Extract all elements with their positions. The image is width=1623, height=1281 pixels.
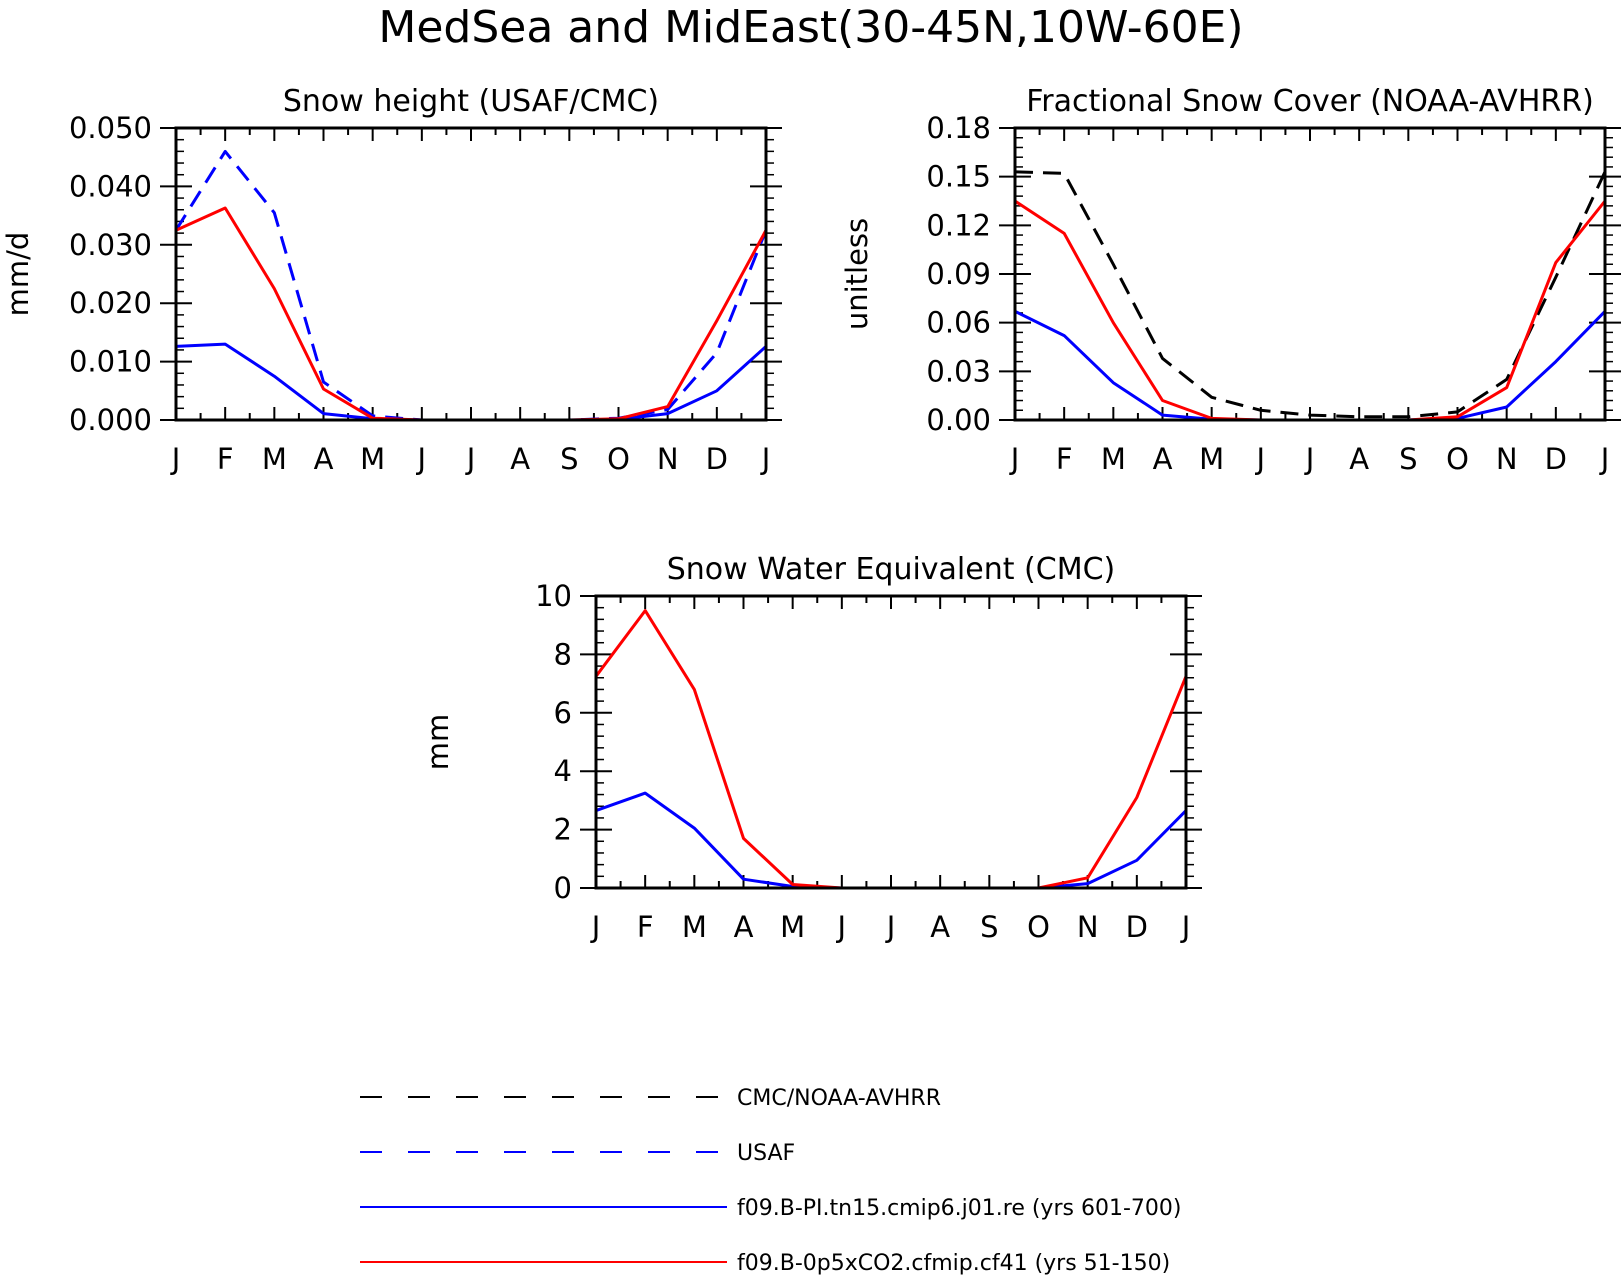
legend: CMC/NOAA-AVHRR USAF f09.B-PI.tn15.cmip6.j0… <box>360 1086 1181 1276</box>
series-line-2 <box>174 149 768 422</box>
x-tick-label: J <box>170 442 181 476</box>
y-tick-label: 0.050 <box>69 111 152 145</box>
y-tick-label: 0.030 <box>69 228 152 262</box>
x-tick-label: D <box>1126 910 1148 944</box>
x-tick-label: M <box>1101 442 1126 476</box>
plot-frame <box>594 594 1188 890</box>
x-tick-label: F <box>217 442 234 476</box>
legend-label: CMC/NOAA-AVHRR <box>737 1086 941 1111</box>
x-tick-label: J <box>590 910 601 944</box>
x-tick-label: J <box>885 910 896 944</box>
x-tick-label: M <box>780 910 805 944</box>
x-tick-label: F <box>637 910 654 944</box>
panel-3: Snow Water Equivalent (CMC)mmJ F M A M J J A S O N… <box>421 552 1202 944</box>
x-tick-label: A <box>930 910 950 944</box>
plot-frame <box>1013 126 1607 422</box>
x-tick-label: J <box>1255 442 1266 476</box>
y-tick-label: 4 <box>554 754 572 788</box>
x-tick-label: M <box>1199 442 1224 476</box>
series-line-4 <box>175 206 768 422</box>
y-tick-label: 8 <box>554 637 572 671</box>
y-tick-label: 0.06 <box>926 306 991 340</box>
figure-title: MedSea and MidEast(30-45N,10W-60E) <box>378 2 1243 53</box>
y-axis-label: mm/d <box>1 232 35 317</box>
x-tick-label: J <box>416 442 427 476</box>
y-axis-label: unitless <box>840 218 874 330</box>
x-tick-label: J <box>1304 442 1315 476</box>
y-tick-label: 0.010 <box>69 345 152 379</box>
y-tick-label: 0.000 <box>69 403 152 437</box>
legend-label: USAF <box>737 1141 795 1166</box>
x-tick-label: M <box>360 442 385 476</box>
x-tick-label: S <box>980 910 998 944</box>
y-tick-label: 0.020 <box>69 286 152 320</box>
panel-title: Snow Water Equivalent (CMC) <box>667 552 1115 587</box>
x-tick-label: D <box>706 442 728 476</box>
x-tick-label: M <box>262 442 287 476</box>
y-tick-label: 0 <box>554 871 572 905</box>
x-tick-label: N <box>1077 910 1099 944</box>
legend-item: USAF <box>360 1141 795 1166</box>
x-tick-label: D <box>1545 442 1567 476</box>
x-tick-label: J <box>1180 910 1191 944</box>
x-tick-label: S <box>560 442 578 476</box>
y-tick-label: 2 <box>554 813 572 847</box>
legend-item: CMC/NOAA-AVHRR <box>360 1086 941 1111</box>
y-axis-label: mm <box>421 714 455 771</box>
y-tick-label: 0.040 <box>69 169 152 203</box>
y-tick-label: 0.15 <box>926 160 991 194</box>
panel-title: Snow height (USAF/CMC) <box>283 84 659 119</box>
plot-frame <box>174 126 768 422</box>
series-line-1 <box>1014 170 1607 419</box>
legend-label: f09.B-0p5xCO2.cfmip.cf41 (yrs 51-150) <box>737 1251 1170 1276</box>
y-tick-label: 0.03 <box>926 354 991 388</box>
x-tick-label: A <box>510 442 530 476</box>
x-tick-label: O <box>1027 910 1050 944</box>
x-tick-label: N <box>1496 442 1518 476</box>
y-tick-label: 6 <box>554 696 572 730</box>
x-tick-label: J <box>1009 442 1020 476</box>
y-tick-label: 0.12 <box>926 208 991 242</box>
panel-title: Fractional Snow Cover (NOAA-AVHRR) <box>1026 84 1594 119</box>
x-tick-label: A <box>734 910 754 944</box>
panels: Snow height (USAF/CMC)mm/dJ F M A M J J A S O N D J0… <box>1 84 1621 944</box>
series-line-3 <box>1014 199 1607 422</box>
legend-item: f09.B-0p5xCO2.cfmip.cf41 (yrs 51-150) <box>360 1251 1170 1276</box>
x-tick-label: A <box>314 442 334 476</box>
x-tick-label: S <box>1399 442 1417 476</box>
x-tick-label: N <box>657 442 679 476</box>
panel-2: Fractional Snow Cover (NOAA-AVHRR) unitle… <box>840 84 1621 476</box>
y-tick-label: 0.09 <box>926 257 991 291</box>
x-tick-label: J <box>760 442 771 476</box>
legend-label: f09.B-PI.tn15.cmip6.j01.re (yrs 601-700) <box>737 1196 1181 1221</box>
series-line-2 <box>595 791 1188 890</box>
legend-item: f09.B-PI.tn15.cmip6.j01.re (yrs 601-700) <box>360 1196 1181 1221</box>
x-tick-label: J <box>1599 442 1610 476</box>
panel-1: Snow height (USAF/CMC)mm/dJ F M A M J J A S O N D J0… <box>1 84 782 476</box>
y-tick-label: 0.18 <box>926 111 991 145</box>
series-line-3 <box>594 609 1188 890</box>
y-tick-label: 0.00 <box>926 403 991 437</box>
x-tick-label: O <box>607 442 630 476</box>
x-tick-label: O <box>1446 442 1469 476</box>
x-tick-label: J <box>836 910 847 944</box>
y-tick-label: 10 <box>535 579 572 613</box>
x-tick-label: M <box>682 910 707 944</box>
x-tick-label: A <box>1349 442 1369 476</box>
x-tick-label: A <box>1153 442 1173 476</box>
x-tick-label: J <box>465 442 476 476</box>
x-tick-label: F <box>1056 442 1073 476</box>
